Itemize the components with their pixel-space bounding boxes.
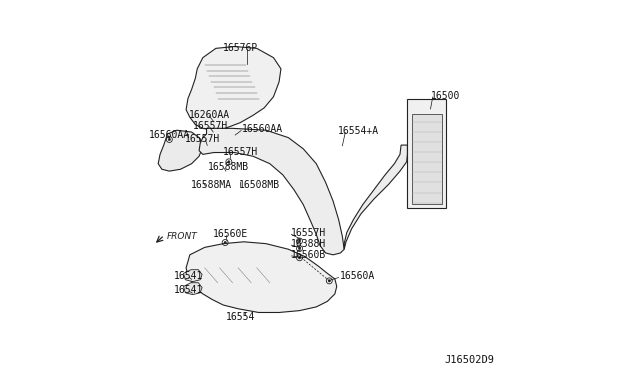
Text: 16554: 16554 bbox=[226, 312, 255, 322]
Text: 16508MB: 16508MB bbox=[239, 180, 280, 190]
Polygon shape bbox=[186, 46, 281, 130]
Circle shape bbox=[168, 138, 170, 141]
Text: 16560AA: 16560AA bbox=[149, 130, 190, 140]
Text: 16560E: 16560E bbox=[213, 230, 248, 239]
Polygon shape bbox=[184, 270, 202, 282]
Text: FRONT: FRONT bbox=[166, 232, 197, 241]
Polygon shape bbox=[344, 145, 408, 249]
Text: 16557H: 16557H bbox=[193, 121, 228, 131]
Polygon shape bbox=[158, 130, 203, 171]
Circle shape bbox=[211, 133, 213, 135]
Circle shape bbox=[328, 280, 330, 282]
Text: 16557H: 16557H bbox=[186, 134, 221, 144]
Text: 16588MB: 16588MB bbox=[207, 163, 249, 172]
Text: 16541: 16541 bbox=[174, 285, 204, 295]
Text: 16588MA: 16588MA bbox=[191, 180, 232, 190]
Text: 16500: 16500 bbox=[431, 91, 460, 101]
Circle shape bbox=[298, 240, 301, 242]
Text: J16502D9: J16502D9 bbox=[445, 355, 495, 365]
Polygon shape bbox=[199, 128, 344, 255]
Polygon shape bbox=[184, 283, 202, 295]
Text: 16560AA: 16560AA bbox=[242, 125, 283, 134]
Circle shape bbox=[228, 161, 230, 163]
Text: 16541: 16541 bbox=[174, 271, 204, 281]
Bar bbox=[412, 114, 442, 204]
Text: 16557H: 16557H bbox=[223, 147, 258, 157]
Text: 16576P: 16576P bbox=[223, 43, 259, 52]
Circle shape bbox=[298, 247, 301, 250]
Circle shape bbox=[298, 257, 301, 259]
Polygon shape bbox=[186, 242, 337, 312]
Circle shape bbox=[204, 146, 206, 148]
Text: 16388H: 16388H bbox=[291, 239, 326, 249]
Text: 16560A: 16560A bbox=[340, 272, 375, 281]
Text: 16260AA: 16260AA bbox=[189, 110, 230, 119]
Text: 16560B: 16560B bbox=[291, 250, 326, 260]
Circle shape bbox=[224, 241, 227, 244]
Bar bbox=[408, 99, 447, 208]
Text: 16557H: 16557H bbox=[291, 228, 326, 238]
Text: 16554+A: 16554+A bbox=[338, 126, 379, 136]
